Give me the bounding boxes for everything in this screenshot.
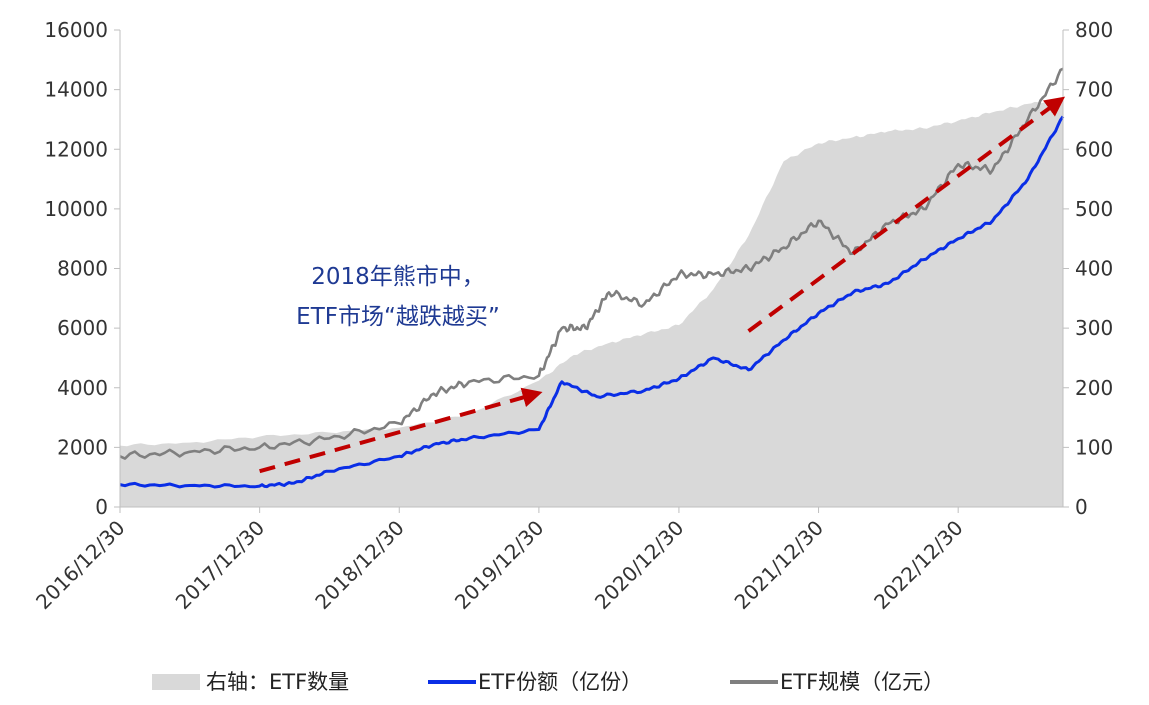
- x-tick-label: 2019/12/30: [450, 516, 548, 614]
- y-right-tick-label: 100: [1075, 435, 1113, 459]
- x-tick-label: 2017/12/30: [171, 516, 269, 614]
- annotation-line-1: 2018年熊市中，: [311, 264, 485, 290]
- y-right-tick-label: 800: [1075, 18, 1113, 42]
- y-left-tick-label: 6000: [57, 316, 108, 340]
- y-left-tick-label: 2000: [57, 435, 108, 459]
- legend-label-etf-count: 右轴：ETF数量: [206, 670, 349, 694]
- y-left-tick-label: 0: [95, 495, 108, 519]
- y-right-tick-label: 600: [1075, 137, 1113, 161]
- y-left-tick-label: 4000: [57, 376, 108, 400]
- x-tick-label: 2021/12/30: [730, 516, 828, 614]
- legend-label-etf-size: ETF规模（亿元）: [780, 670, 944, 694]
- y-right-tick-label: 200: [1075, 376, 1113, 400]
- y-left-tick-label: 10000: [44, 197, 108, 221]
- y-left-tick-label: 8000: [57, 257, 108, 281]
- annotation-line-2: ETF市场“越跌越买”: [296, 304, 500, 330]
- arrow-layer: [259, 96, 1066, 474]
- series-line-etf-shares: [119, 115, 1065, 489]
- y-right-tick-label: 700: [1075, 78, 1113, 102]
- trend-arrow-2: [747, 96, 1066, 333]
- y-left-tick-label: 16000: [44, 18, 108, 42]
- area-layer: [120, 98, 1063, 507]
- trend-arrow-1: [259, 387, 543, 474]
- y-right-tick-label: 0: [1075, 495, 1088, 519]
- y-right-tick-label: 500: [1075, 197, 1113, 221]
- y-left-tick-label: 12000: [44, 137, 108, 161]
- legend-label-etf-shares: ETF份额（亿份）: [478, 670, 642, 694]
- x-tick-label: 2018/12/30: [310, 516, 408, 614]
- x-tick-label: 2020/12/30: [590, 516, 688, 614]
- line-layer: [119, 67, 1065, 489]
- series-area-etf-count: [120, 98, 1063, 507]
- x-tick-label: 2022/12/30: [869, 516, 967, 614]
- y-left-tick-label: 14000: [44, 78, 108, 102]
- legend-swatch-etf-count: [152, 674, 200, 690]
- y-right-tick-label: 400: [1075, 257, 1113, 281]
- x-tick-label: 2016/12/30: [31, 516, 129, 614]
- legend: 右轴：ETF数量 ETF份额（亿份） ETF规模（亿元）: [152, 670, 944, 694]
- y-right-tick-label: 300: [1075, 316, 1113, 340]
- series-line-etf-size: [119, 67, 1064, 460]
